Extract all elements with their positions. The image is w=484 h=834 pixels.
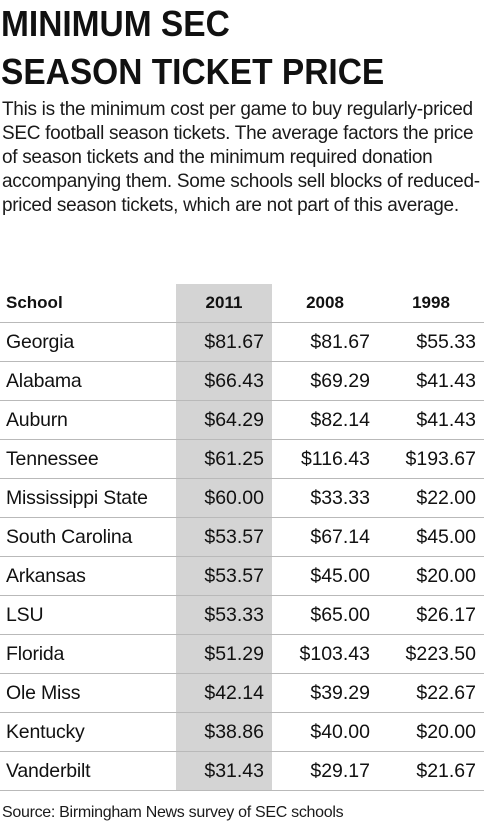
column-header-1998: 1998 [412, 293, 450, 312]
price-cell-2008: $45.00 [272, 556, 378, 596]
source-note: Source: Birmingham News survey of SEC sc… [2, 804, 344, 821]
price-cell-1998: $41.43 [378, 400, 484, 440]
price-cell-1998: $41.43 [378, 361, 484, 401]
table-row: Auburn $64.29 $82.14 $41.43 [0, 400, 484, 440]
price-cell-1998: $26.17 [378, 595, 484, 635]
table-row: LSU $53.33 $65.00 $26.17 [0, 595, 484, 635]
price-cell-1998: $22.00 [378, 478, 484, 518]
column-header-school: School [6, 293, 63, 312]
price-cell-1998: $55.33 [378, 322, 484, 362]
chart-title-line-2: SEASON TICKET PRICE [1, 51, 385, 92]
price-cell-1998: $223.50 [378, 634, 484, 674]
table-row: Ole Miss $42.14 $39.29 $22.67 [0, 673, 484, 713]
chart-title-line-1: MINIMUM SEC [1, 3, 230, 44]
table-header-row: School 2011 2008 1998 [0, 284, 484, 323]
school-name-cell: Georgia [0, 322, 176, 362]
school-name-cell: South Carolina [0, 517, 176, 557]
price-cell-2008: $33.33 [272, 478, 378, 518]
price-cell-2011: $81.67 [176, 322, 272, 362]
price-cell-2011: $53.57 [176, 517, 272, 557]
price-cell-2011: $64.29 [176, 400, 272, 440]
table-row: Mississippi State $60.00 $33.33 $22.00 [0, 478, 484, 518]
table-row: South Carolina $53.57 $67.14 $45.00 [0, 517, 484, 557]
price-cell-2011: $53.33 [176, 595, 272, 635]
price-cell-2011: $60.00 [176, 478, 272, 518]
price-cell-2008: $103.43 [272, 634, 378, 674]
table-row: Georgia $81.67 $81.67 $55.33 [0, 322, 484, 362]
school-name-cell: Alabama [0, 361, 176, 401]
price-cell-2011: $51.29 [176, 634, 272, 674]
school-name-cell: Florida [0, 634, 176, 674]
chart-description: This is the minimum cost per game to buy… [2, 99, 480, 216]
column-header-2011: 2011 [205, 293, 243, 312]
table-row: Tennessee $61.25 $116.43 $193.67 [0, 439, 484, 479]
price-cell-1998: $20.00 [378, 712, 484, 752]
school-name-cell: Kentucky [0, 712, 176, 752]
table-row: Vanderbilt $31.43 $29.17 $21.67 [0, 751, 484, 791]
price-cell-2008: $81.67 [272, 322, 378, 362]
price-cell-1998: $193.67 [378, 439, 484, 479]
table-row: Alabama $66.43 $69.29 $41.43 [0, 361, 484, 401]
school-name-cell: Vanderbilt [0, 751, 176, 791]
column-header-2008: 2008 [306, 293, 344, 312]
table-row: Arkansas $53.57 $45.00 $20.00 [0, 556, 484, 596]
school-name-cell: Arkansas [0, 556, 176, 596]
table-row: Kentucky $38.86 $40.00 $20.00 [0, 712, 484, 752]
price-cell-2011: $61.25 [176, 439, 272, 479]
chart-title: MINIMUM SEC SEASON TICKET PRICE [1, 0, 384, 96]
school-name-cell: Auburn [0, 400, 176, 440]
table-row: Florida $51.29 $103.43 $223.50 [0, 634, 484, 674]
school-name-cell: Mississippi State [0, 478, 176, 518]
price-cell-2011: $42.14 [176, 673, 272, 713]
price-cell-2008: $116.43 [272, 439, 378, 479]
price-cell-2008: $82.14 [272, 400, 378, 440]
school-name-cell: LSU [0, 595, 176, 635]
price-cell-2008: $29.17 [272, 751, 378, 791]
school-name-cell: Tennessee [0, 439, 176, 479]
price-table-container: School 2011 2008 1998 Georgia $81.67 $81.67 $5… [0, 284, 484, 791]
table-body: Georgia $81.67 $81.67 $55.33 Alabama $66.43 $6… [0, 322, 484, 791]
price-cell-2011: $53.57 [176, 556, 272, 596]
price-cell-2011: $38.86 [176, 712, 272, 752]
price-cell-2011: $31.43 [176, 751, 272, 791]
price-cell-2011: $66.43 [176, 361, 272, 401]
price-cell-2008: $69.29 [272, 361, 378, 401]
price-cell-2008: $39.29 [272, 673, 378, 713]
school-name-cell: Ole Miss [0, 673, 176, 713]
price-cell-1998: $45.00 [378, 517, 484, 557]
price-table: School 2011 2008 1998 Georgia $81.67 $81.67 $5… [0, 284, 484, 791]
price-cell-2008: $40.00 [272, 712, 378, 752]
price-cell-1998: $20.00 [378, 556, 484, 596]
price-cell-1998: $21.67 [378, 751, 484, 791]
price-cell-1998: $22.67 [378, 673, 484, 713]
price-cell-2008: $67.14 [272, 517, 378, 557]
price-cell-2008: $65.00 [272, 595, 378, 635]
